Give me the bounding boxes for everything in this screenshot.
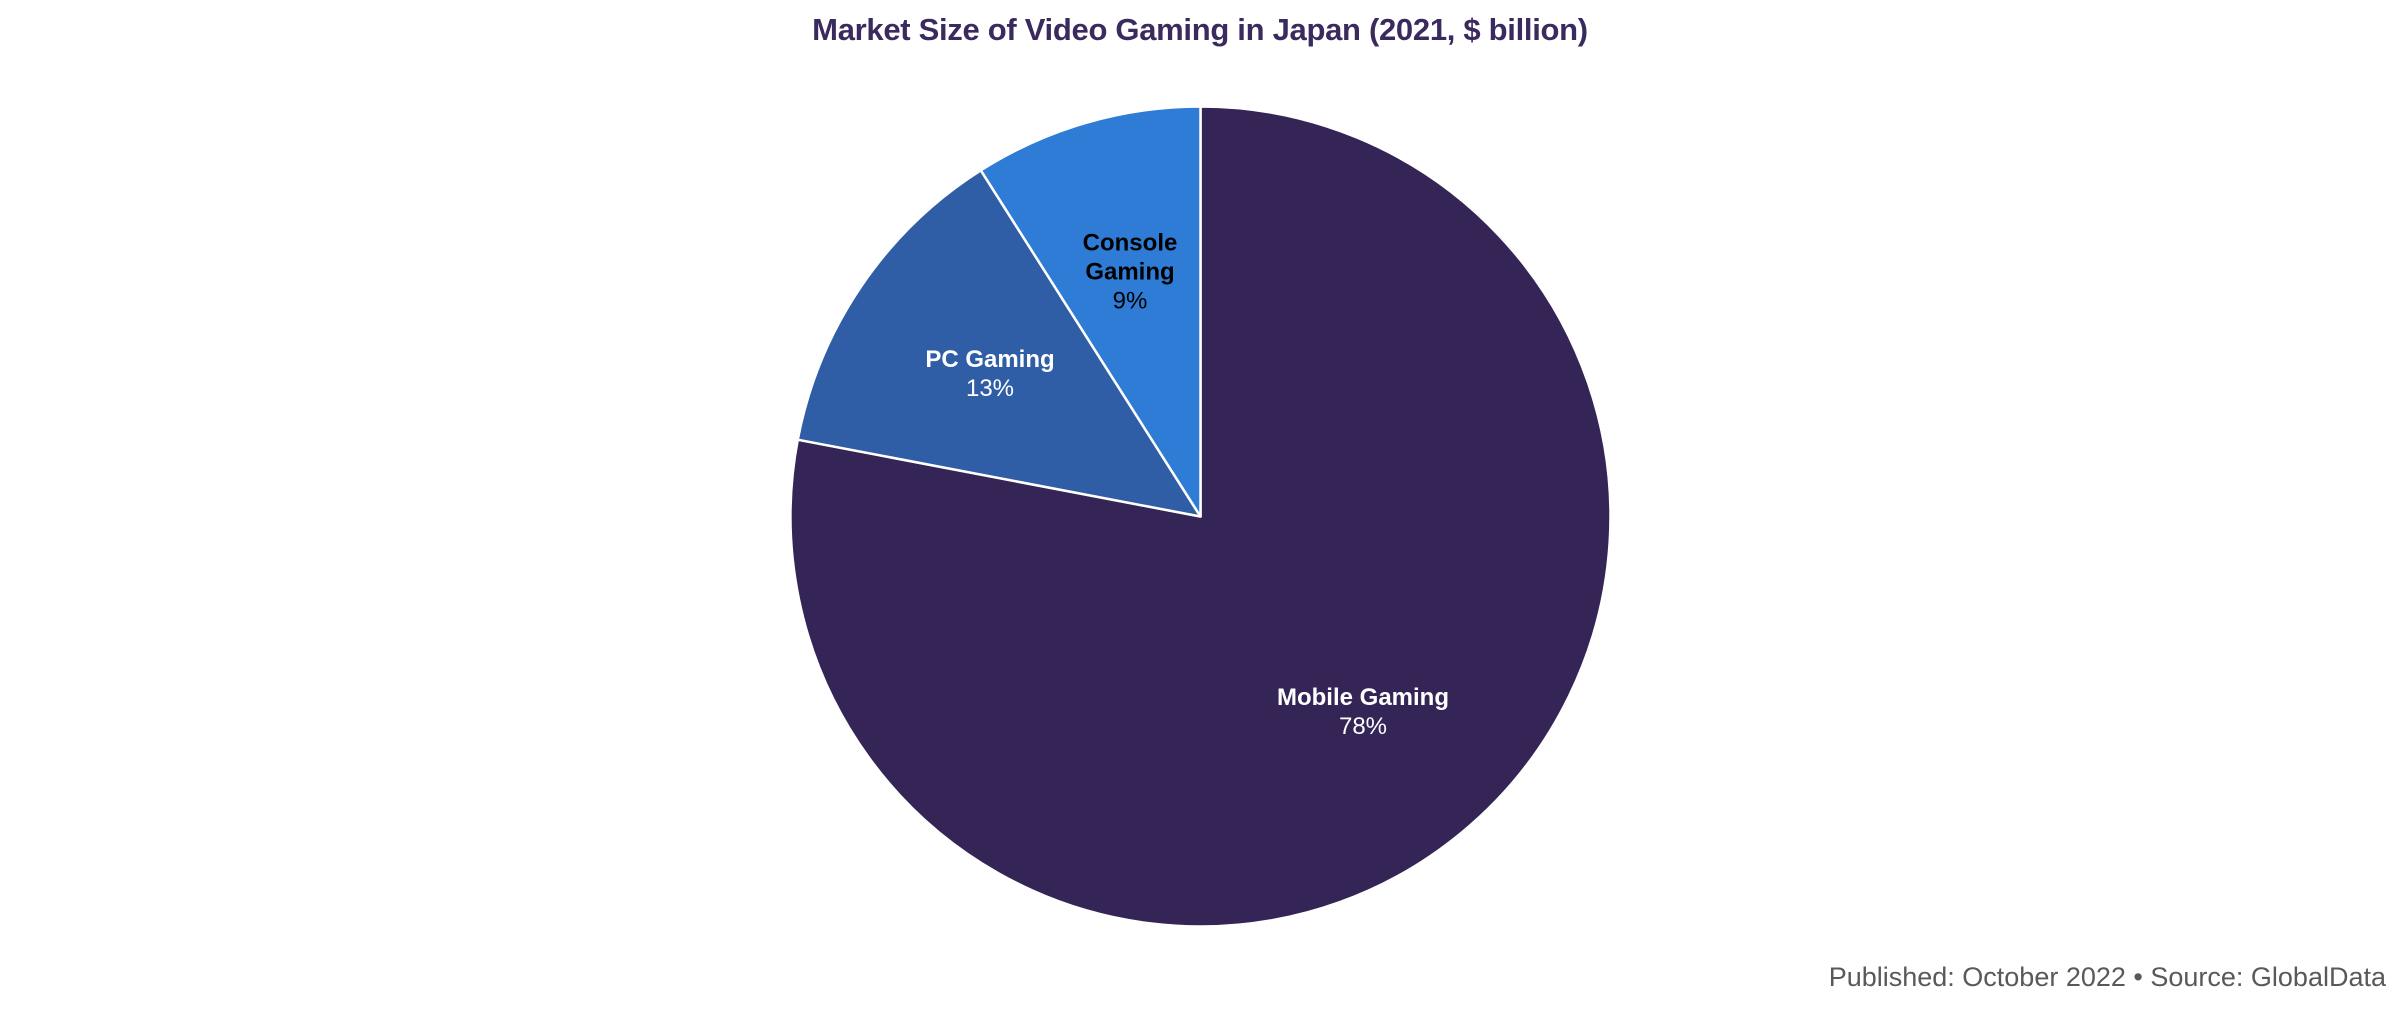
- slice-label-text: Console Gaming: [1082, 229, 1178, 286]
- pie-chart-area: Mobile Gaming 78% PC Gaming 13% Console Gami…: [788, 104, 1613, 929]
- slice-label-pc-gaming: PC Gaming 13%: [925, 345, 1054, 403]
- slice-label-text: PC Gaming: [925, 346, 1055, 373]
- chart-title: Market Size of Video Gaming in Japan (20…: [812, 12, 1588, 47]
- slice-label-console-gaming: Console Gaming 9%: [1055, 229, 1205, 316]
- pie-chart: [789, 105, 1612, 928]
- pie-slice-pc-gaming: [796, 169, 1202, 518]
- slice-label-text: Mobile Gaming: [1276, 684, 1450, 711]
- slice-label-pct: 9%: [1112, 287, 1148, 315]
- source-note: Published: October 2022 • Source: Global…: [1828, 962, 2386, 992]
- slice-label-pct: 13%: [965, 375, 1015, 402]
- pie-slice-console-gaming: [979, 105, 1202, 518]
- slice-label-pct: 78%: [1338, 713, 1388, 740]
- slice-label-mobile-gaming: Mobile Gaming 78%: [1277, 683, 1449, 741]
